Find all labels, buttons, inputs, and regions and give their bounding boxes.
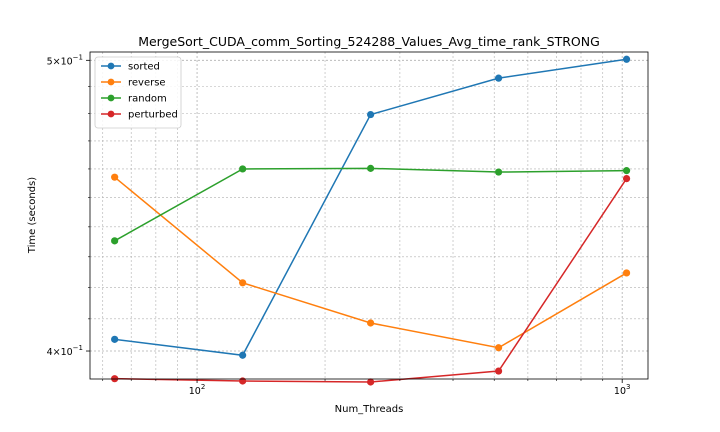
data-point (367, 378, 375, 386)
legend-item: random (101, 94, 167, 105)
y-tick-label: 5×10−1 (47, 53, 83, 67)
legend-marker (107, 78, 115, 86)
series-reverse (111, 173, 631, 352)
legend-marker (107, 94, 115, 102)
data-point (239, 279, 247, 287)
legend-box (94, 56, 182, 129)
data-point (494, 367, 503, 375)
x-tick-label: 102 (189, 383, 206, 397)
series-line (114, 167, 627, 242)
series-perturbed (111, 175, 631, 386)
data-point (494, 168, 503, 176)
y-tick-label: 4×10−1 (47, 344, 83, 358)
plot-area (89, 51, 649, 380)
data-point (239, 377, 247, 385)
data-point (111, 335, 119, 343)
data-point (622, 167, 631, 175)
x-tick-label: 103 (614, 383, 631, 397)
data-point (367, 110, 375, 119)
data-point (494, 344, 503, 352)
legend-marker (107, 62, 115, 70)
legend-label: reverse (128, 78, 166, 89)
chart-title: MergeSort_CUDA_comm_Sorting_524288_Value… (138, 34, 600, 49)
legend: sorted reverse random perturbed (94, 56, 182, 129)
legend-label: perturbed (128, 110, 178, 121)
data-point (622, 175, 631, 183)
data-point (239, 351, 247, 359)
series-line (114, 178, 628, 383)
series-random (111, 164, 631, 245)
data-point (111, 173, 119, 181)
data-point (239, 165, 247, 173)
legend-item: sorted (101, 62, 160, 73)
legend-label: sorted (128, 62, 160, 73)
y-axis-label: Time (seconds) (27, 177, 38, 254)
axis-ticks: 102 103 4×10−1 5×10−1 (47, 53, 631, 397)
data-point (367, 319, 375, 327)
legend-marker (107, 110, 115, 118)
data-point (494, 74, 503, 82)
data-point (622, 55, 631, 63)
series-layer (111, 55, 631, 386)
legend-item: reverse (101, 78, 166, 89)
legend-label: random (128, 94, 167, 105)
data-point (111, 237, 119, 245)
legend-item: perturbed (101, 110, 178, 121)
x-axis-label: Num_Threads (335, 404, 404, 415)
data-point (367, 164, 375, 172)
data-point (622, 269, 631, 277)
series-line (114, 58, 627, 357)
series-sorted (111, 55, 631, 359)
